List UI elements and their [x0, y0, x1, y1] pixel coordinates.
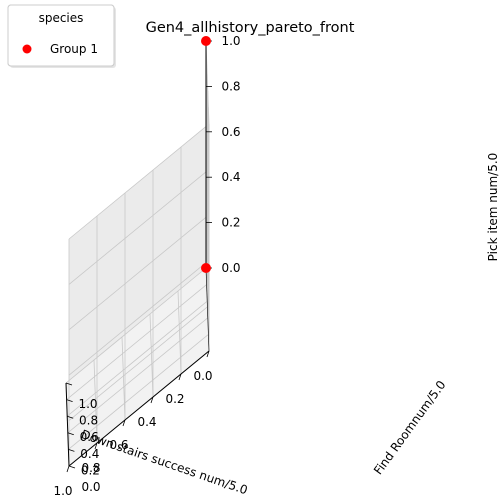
y-tick-label: 1.0	[78, 397, 97, 411]
x-tick-mark	[178, 373, 182, 381]
grid-line	[121, 336, 126, 421]
y-tick-label: 0.2	[81, 463, 100, 477]
tick-labels: 0.0 0.2 0.4 0.6 0.8 1.0 0.0 0.2 0.4 0.6 0.8 1.0 0.0 0…	[53, 34, 240, 498]
x-tick-label: 1.0	[53, 484, 72, 498]
grid-line	[66, 300, 208, 417]
y-tick-label: 0.8	[79, 414, 98, 428]
grid-line	[93, 359, 98, 444]
grid-line	[68, 214, 210, 331]
legend-title: species	[39, 11, 84, 25]
y-tick-mark	[67, 415, 74, 419]
floor-back-edge	[205, 267, 210, 352]
data-point-series-0-1	[201, 263, 211, 273]
grid-line	[149, 313, 154, 398]
y-tick-mark	[68, 449, 75, 452]
x-tick-mark	[66, 465, 70, 473]
grid-line	[68, 305, 210, 421]
y-tick-label: 0.0	[81, 480, 100, 494]
grid-line	[66, 284, 207, 400]
legend-marker-group-1	[22, 44, 32, 54]
grid-line	[68, 169, 210, 285]
y-tick-mark	[65, 382, 73, 386]
x-tick-label: 0.6	[109, 438, 128, 452]
axis-lines	[65, 41, 210, 467]
grid-line	[67, 317, 209, 434]
x-tick-mark	[122, 419, 126, 427]
z-tick-label: 1.0	[221, 34, 240, 48]
data-points	[201, 36, 211, 273]
z-tick-label: 0.4	[221, 170, 240, 184]
legend-box	[7, 4, 115, 67]
grid-line	[68, 334, 209, 450]
y-tick-mark	[67, 432, 74, 436]
y-tick-label: 0.4	[80, 447, 99, 461]
grid-line	[68, 123, 210, 240]
x-tick-label: 0.4	[137, 415, 156, 429]
y-tick-mark	[66, 399, 73, 402]
z-tick-label: 0.8	[221, 79, 240, 93]
grid-line	[177, 290, 182, 375]
x-tick-mark	[150, 396, 154, 404]
pane-floor-face	[66, 268, 209, 466]
z-tick-label: 0.6	[221, 125, 240, 139]
y-axis-line	[65, 382, 70, 467]
x-tick-label: 0.2	[165, 392, 184, 406]
x-axis-line	[68, 350, 210, 467]
grid-line	[65, 267, 207, 384]
y-axis-label: Find Roomnum/5.0	[371, 378, 449, 477]
y-tick-mark	[68, 465, 76, 469]
pane-floor	[66, 268, 209, 466]
x-tick-label: 0.8	[81, 461, 100, 475]
z-axis-label: Pick item num/5.0	[486, 153, 500, 262]
z-tick-label: 0.0	[221, 261, 240, 275]
data-point-series-0-0	[201, 36, 211, 46]
x-tick-mark	[94, 442, 98, 450]
z-tick-label: 0.2	[221, 216, 240, 230]
y-tick-label: 0.6	[80, 430, 99, 444]
x-tick-mark	[206, 350, 210, 358]
chart-title: Gen4_allhistory_pareto_front	[146, 20, 355, 36]
legend: species Group 1	[7, 4, 116, 68]
legend-label-group-1: Group 1	[50, 42, 98, 56]
x-axis-label: Down stairs success num/5.0	[79, 427, 249, 497]
grid-line	[68, 259, 210, 376]
x-tick-label: 0.0	[193, 369, 212, 383]
